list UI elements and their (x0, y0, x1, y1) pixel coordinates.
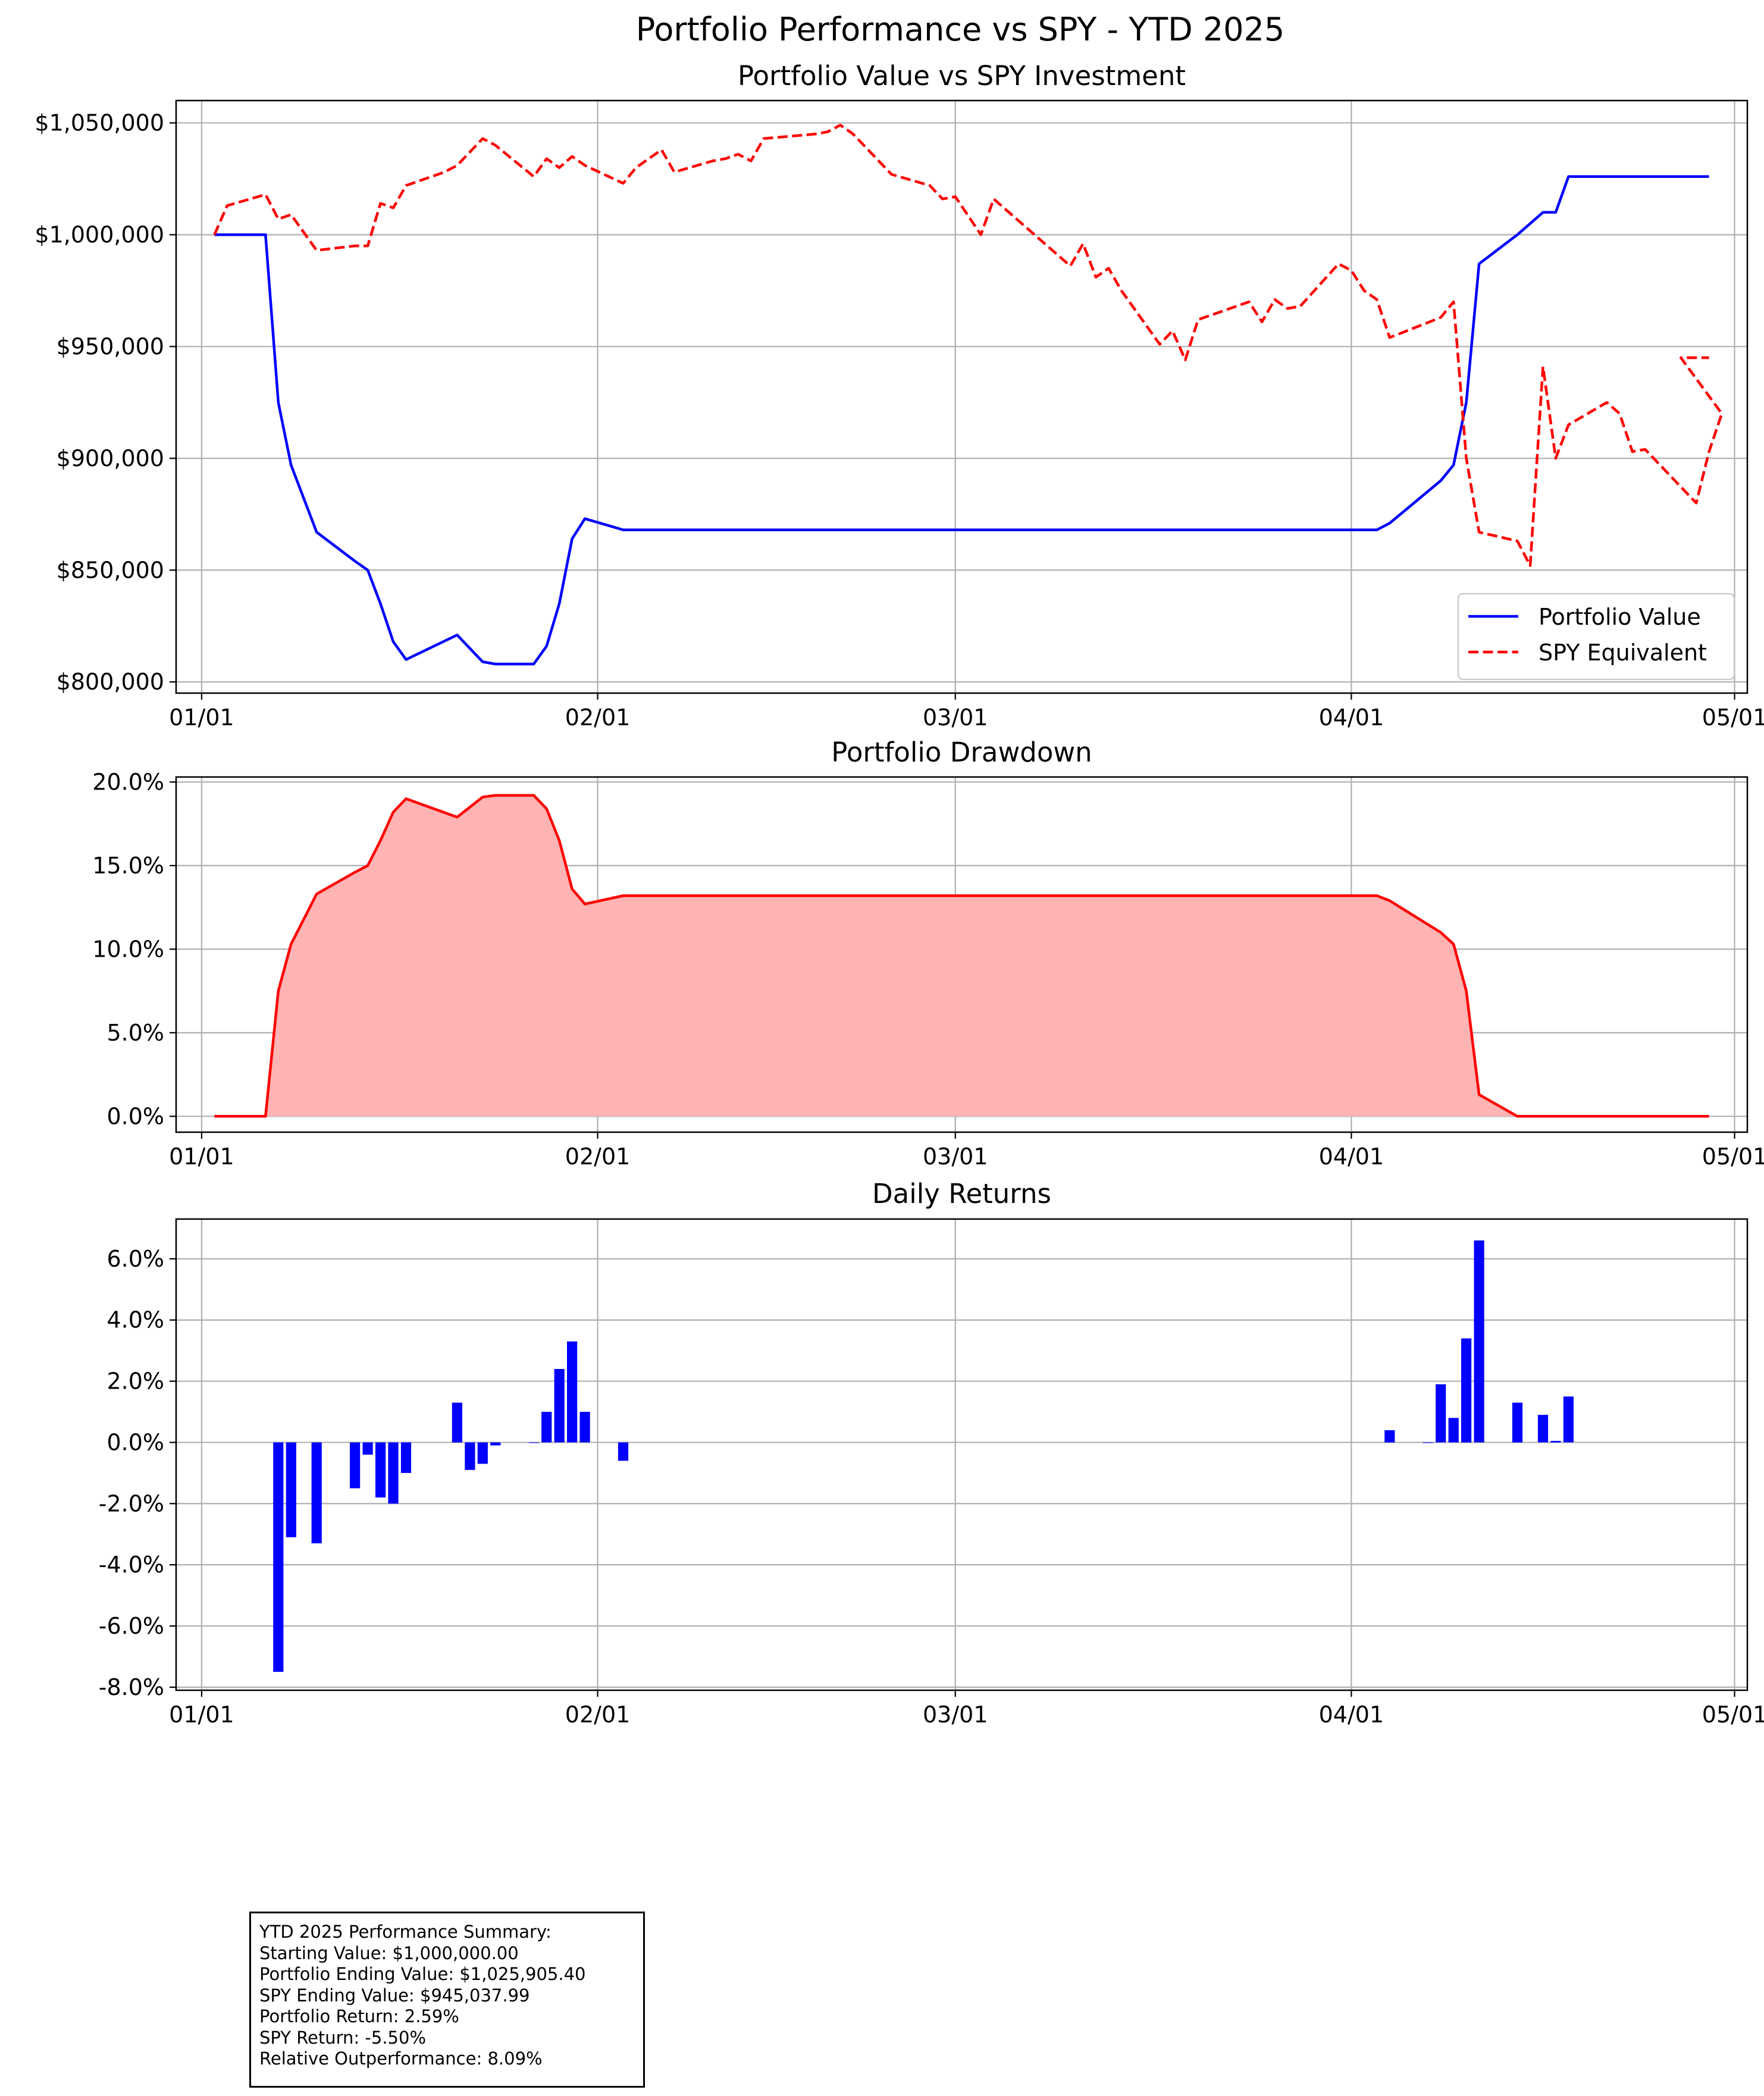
legend: Portfolio Value SPY Equivalent (1457, 593, 1735, 681)
return-bar (477, 1442, 488, 1464)
summary-line-portfolio-ending: Portfolio Ending Value: $1,025,905.40 (259, 1964, 586, 1984)
panel-title: Portfolio Value vs SPY Investment (738, 60, 1186, 92)
return-bar (375, 1442, 386, 1497)
return-bar (273, 1442, 284, 1672)
x-tick-label: 03/01 (923, 1702, 988, 1728)
legend-label: SPY Equivalent (1539, 640, 1707, 666)
panel-title: Daily Returns (872, 1178, 1051, 1210)
y-tick-label: -4.0% (99, 1552, 164, 1578)
summary-heading: YTD 2025 Performance Summary: (259, 1922, 552, 1942)
summary-line-starting-value: Starting Value: $1,000,000.00 (259, 1943, 519, 1963)
return-bar (1474, 1240, 1484, 1443)
return-bar (567, 1341, 578, 1443)
y-tick-label: $1,000,000 (35, 222, 164, 248)
return-bar (1436, 1384, 1446, 1443)
return-bar (554, 1369, 565, 1443)
x-tick-label: 04/01 (1319, 1143, 1384, 1170)
x-tick-label: 01/01 (169, 704, 234, 731)
summary-line-relative: Relative Outperformance: 8.09% (259, 2048, 543, 2069)
drawdown-area (214, 795, 1709, 1117)
panel-1: 01/01 02/01 03/01 04/01 05/01 $800,000 $850,00… (35, 60, 1764, 731)
x-tick-label: 02/01 (565, 1702, 631, 1728)
return-bar (350, 1442, 361, 1489)
y-tick-label: 4.0% (106, 1307, 164, 1333)
y-tick-label: -2.0% (99, 1490, 164, 1517)
x-tick-label: 05/01 (1702, 1143, 1764, 1170)
return-bar (1550, 1440, 1561, 1443)
y-tick-label: 2.0% (106, 1368, 164, 1395)
return-bar (1512, 1402, 1523, 1443)
summary-line-portfolio-return: Portfolio Return: 2.59% (259, 2006, 459, 2026)
x-tick-label: 01/01 (169, 1143, 234, 1170)
y-tick-label: $950,000 (57, 333, 164, 359)
y-tick-label: $1,050,000 (35, 110, 164, 136)
axes-frame (175, 1218, 1749, 1691)
summary-line-spy-ending: SPY Ending Value: $945,037.99 (259, 1985, 530, 2006)
y-tick-label: 0.0% (106, 1429, 164, 1455)
axes-frame (175, 99, 1749, 694)
legend-label: Portfolio Value (1539, 604, 1701, 630)
y-tick-label: $800,000 (57, 669, 164, 695)
y-tick-label: 20.0% (92, 769, 164, 795)
panel-2: 01/01 02/01 03/01 04/01 05/01 0.0% 5.0% 10.0% 15… (92, 737, 1764, 1170)
return-bar (1448, 1418, 1459, 1443)
return-bar (1423, 1442, 1433, 1443)
x-tick-label: 02/01 (565, 1143, 631, 1170)
x-tick-label: 05/01 (1702, 1702, 1764, 1728)
return-bar (490, 1442, 501, 1446)
series-line-2 (213, 124, 1724, 568)
y-tick-label: 0.0% (106, 1103, 164, 1129)
x-tick-label: 03/01 (923, 704, 988, 731)
return-bar (541, 1412, 552, 1443)
panel-3: 01/01 02/01 03/01 04/01 05/01 -8.0% -6.0% -4.0%… (99, 1178, 1764, 1728)
panel-title: Portfolio Drawdown (831, 737, 1092, 768)
return-bar (452, 1402, 462, 1443)
figure-title: Portfolio Performance vs SPY - YTD 2025 (636, 11, 1285, 48)
y-tick-label: $850,000 (57, 557, 164, 583)
y-tick-label: 5.0% (106, 1020, 164, 1046)
return-bar (465, 1442, 475, 1470)
return-bar (286, 1442, 296, 1537)
return-bar (1384, 1430, 1395, 1443)
y-tick-label: $900,000 (57, 445, 164, 471)
return-bar (1461, 1338, 1472, 1443)
x-tick-label: 02/01 (565, 704, 631, 731)
return-bar (1537, 1415, 1549, 1443)
return-bar (1563, 1396, 1574, 1443)
return-bar (400, 1442, 412, 1473)
y-tick-label: -6.0% (99, 1613, 164, 1639)
x-tick-label: 04/01 (1319, 704, 1384, 731)
return-bar (388, 1442, 399, 1504)
legend-box (1457, 593, 1735, 681)
x-tick-label: 01/01 (169, 1702, 234, 1728)
drawdown-line (214, 794, 1709, 1118)
axes-frame (175, 776, 1749, 1133)
y-tick-label: 10.0% (92, 936, 164, 962)
x-tick-label: 05/01 (1702, 704, 1764, 731)
return-bar (528, 1442, 539, 1443)
series-line-1 (214, 175, 1709, 666)
return-bar (618, 1442, 629, 1461)
return-bar (311, 1442, 322, 1544)
summary-line-spy-return: SPY Return: -5.50% (259, 2027, 427, 2048)
y-tick-label: 15.0% (92, 853, 164, 879)
return-bar (362, 1442, 373, 1455)
x-tick-label: 03/01 (923, 1143, 988, 1170)
x-tick-label: 04/01 (1319, 1702, 1384, 1728)
performance-summary-box: YTD 2025 Performance Summary: Starting V… (249, 1912, 645, 2088)
return-bar (579, 1412, 590, 1443)
y-tick-label: 6.0% (106, 1246, 164, 1272)
y-tick-label: -8.0% (99, 1674, 164, 1700)
